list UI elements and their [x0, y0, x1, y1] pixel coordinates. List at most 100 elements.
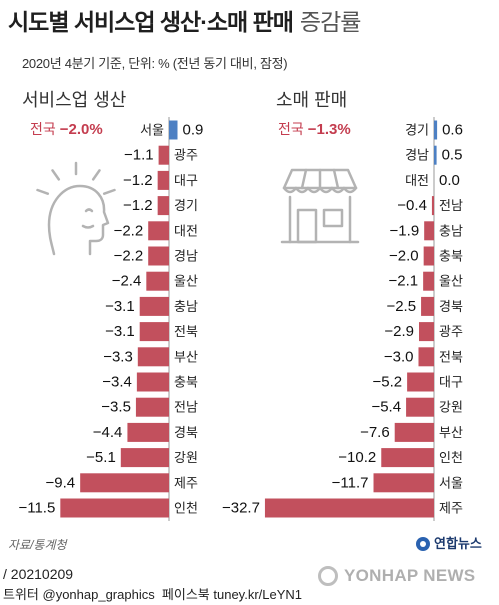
- region-label: 울산: [439, 274, 463, 289]
- value-label: 0.6: [442, 122, 463, 139]
- region-label: 경기: [174, 198, 198, 213]
- bar: [120, 448, 169, 468]
- value-label: −2.1: [389, 273, 419, 290]
- bar: [148, 246, 169, 266]
- bar: [424, 221, 434, 241]
- bar: [127, 422, 169, 442]
- value-label: −2.2: [114, 248, 144, 265]
- source-note: 자료/통계청: [8, 538, 67, 552]
- region-label: 제주: [174, 475, 198, 490]
- region-label: 대전: [174, 223, 198, 238]
- watermark: YONHAP NEWS: [318, 565, 475, 587]
- bar: [394, 422, 434, 442]
- value-label: −3.5: [101, 399, 131, 416]
- value-label: −5.1: [86, 449, 116, 466]
- yonhap-logo: 연합뉴스: [416, 536, 482, 552]
- retail-national-figure: 전국 −1.3%: [278, 121, 351, 138]
- value-label: −3.3: [103, 348, 133, 365]
- service-national-figure: 전국 −2.0%: [30, 121, 103, 138]
- region-label: 인천: [174, 501, 198, 516]
- title-main: 시도별 서비스업 생산·소매 판매: [8, 9, 294, 35]
- bar: [423, 271, 434, 291]
- region-label: 광주: [439, 324, 463, 339]
- region-label: 서울: [439, 475, 463, 490]
- bar: [423, 246, 434, 266]
- store-icon: [280, 168, 360, 244]
- bar: [419, 322, 434, 342]
- value-label: −2.4: [112, 273, 142, 290]
- value-label: −11.7: [332, 474, 369, 491]
- watermark-logo-icon: [318, 566, 338, 586]
- value-label: −3.1: [105, 323, 135, 340]
- bar: [139, 322, 169, 342]
- page-title: 시도별 서비스업 생산·소매 판매 증감률: [8, 8, 361, 36]
- bar: [148, 221, 169, 241]
- value-label: −2.0: [389, 248, 419, 265]
- value-label: −1.1: [124, 147, 154, 164]
- social-links: 트위터 @yonhap_graphics 페이스북 tuney.kr/LeYN1: [3, 587, 303, 602]
- logo-text: 연합뉴스: [434, 536, 482, 551]
- region-label: 충북: [439, 249, 463, 264]
- region-label: 경기: [405, 123, 429, 138]
- service-chart: 서울 0.9 광주 −1.1 대구 −1.2 경기 −1.2 대전 −2.2 경남 −2.2 울산 −2.…: [18, 117, 203, 521]
- national-value: −1.3%: [307, 121, 351, 138]
- value-label: −2.5: [386, 298, 416, 315]
- bar: [139, 296, 169, 316]
- bar: [157, 170, 169, 190]
- region-label: 울산: [174, 274, 198, 289]
- watermark-text: YONHAP NEWS: [344, 566, 476, 585]
- bar: [373, 473, 434, 493]
- bar: [264, 498, 434, 518]
- value-label: −7.6: [360, 424, 390, 441]
- region-label: 경북: [439, 299, 463, 314]
- region-label: 부산: [174, 349, 198, 364]
- bar: [431, 196, 434, 216]
- bar: [136, 372, 169, 392]
- region-label: 경남: [405, 148, 429, 163]
- value-label: 0.9: [183, 122, 204, 139]
- value-label: −1.2: [123, 172, 153, 189]
- value-label: −3.1: [105, 298, 135, 315]
- bar: [146, 271, 169, 291]
- bar: [80, 473, 169, 493]
- value-label: −10.2: [338, 449, 376, 466]
- region-label: 부산: [439, 425, 463, 440]
- value-label: −11.5: [18, 500, 55, 517]
- subtitle: 2020년 4분기 기준, 단위: % (전년 동기 대비, 잠정): [22, 56, 288, 71]
- bar: [158, 145, 169, 165]
- bar: [421, 296, 434, 316]
- region-label: 인천: [439, 450, 463, 465]
- bar: [407, 372, 434, 392]
- region-label: 광주: [174, 148, 198, 163]
- value-label: −3.4: [102, 374, 132, 391]
- region-label: 제주: [439, 501, 463, 516]
- region-label: 전북: [174, 324, 198, 339]
- publish-date: / 20210209: [3, 566, 74, 582]
- bar: [434, 120, 438, 140]
- region-label: 강원: [174, 450, 198, 465]
- retail-chart: 경기 0.6 경남 0.5 대전 0.0 전남 −0.4 충남 −1.9 충북 −2.0 울산 −2.1 경…: [222, 117, 463, 521]
- region-label: 서울: [140, 123, 164, 138]
- value-label: 0.5: [442, 147, 463, 164]
- region-label: 전북: [439, 349, 463, 364]
- value-label: −9.4: [46, 474, 76, 491]
- bar: [418, 347, 434, 367]
- region-label: 충북: [174, 375, 198, 390]
- bar: [169, 120, 178, 140]
- bar: [60, 498, 170, 518]
- bar: [434, 145, 437, 165]
- region-label: 대전: [405, 173, 429, 188]
- bar: [406, 397, 434, 417]
- region-label: 대구: [439, 375, 463, 390]
- value-label: −0.4: [397, 197, 427, 214]
- national-label: 전국: [278, 121, 304, 137]
- bar: [381, 448, 434, 468]
- region-label: 강원: [439, 400, 463, 415]
- value-label: −2.9: [384, 323, 414, 340]
- value-label: −5.4: [371, 399, 401, 416]
- region-label: 대구: [174, 173, 198, 188]
- value-label: −32.7: [222, 500, 260, 517]
- region-label: 경북: [174, 425, 198, 440]
